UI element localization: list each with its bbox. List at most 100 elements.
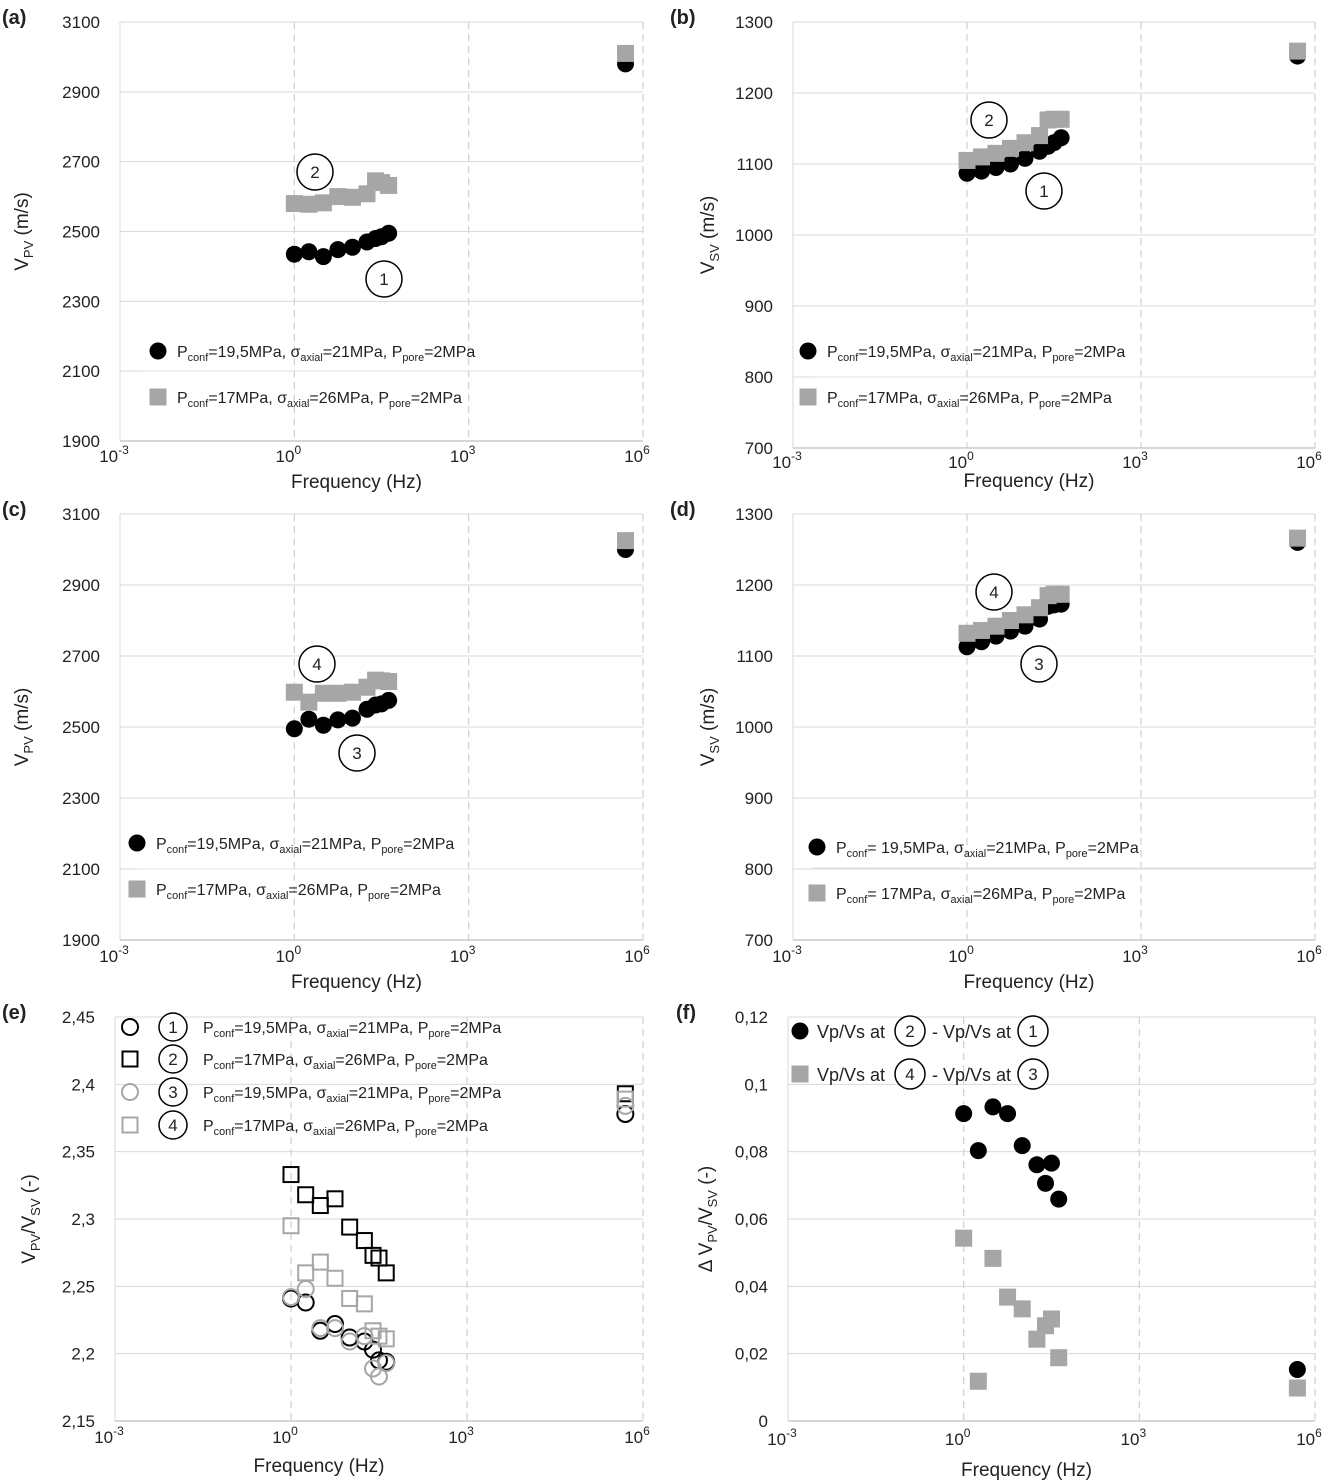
legend-marker bbox=[121, 1050, 139, 1068]
data-point bbox=[1037, 1174, 1055, 1192]
data-point bbox=[1042, 1154, 1060, 1172]
annotation-number-circle bbox=[1020, 645, 1058, 683]
data-point bbox=[314, 716, 332, 734]
legend-marker bbox=[121, 1083, 139, 1101]
x-axis-label: Frequency (Hz) bbox=[964, 471, 1095, 492]
data-point-ultrasonic bbox=[616, 1090, 634, 1108]
x-tick-label: 100 bbox=[945, 1426, 971, 1449]
data-point bbox=[973, 148, 991, 166]
data-point bbox=[1052, 585, 1070, 603]
data-point bbox=[958, 638, 976, 656]
legend-text-part-0: P bbox=[827, 344, 838, 361]
x-tick-label: 10-3 bbox=[772, 943, 802, 966]
data-point-ultrasonic bbox=[1288, 1379, 1306, 1397]
y-axis-label-part: SV bbox=[705, 1190, 720, 1208]
x-tick-exponent: 0 bbox=[967, 449, 974, 463]
data-point-ultrasonic bbox=[1289, 42, 1307, 60]
y-axis-label-part: V bbox=[19, 1251, 40, 1264]
legend-marker bbox=[128, 834, 146, 852]
x-tick-label: 106 bbox=[624, 943, 650, 966]
legend-text-part-6: =2MPa bbox=[1074, 344, 1125, 361]
y-axis-label: VPV (m/s) bbox=[12, 192, 36, 271]
x-tick-label: 100 bbox=[276, 943, 302, 966]
annotation-number-circle bbox=[298, 645, 336, 683]
data-point bbox=[1001, 139, 1019, 157]
legend-marker bbox=[121, 1018, 139, 1036]
legend-text-part-5: pore bbox=[428, 1093, 450, 1105]
x-tick-base: 10 bbox=[1296, 947, 1315, 966]
legend-marker bbox=[791, 1065, 809, 1083]
y-tick-label: 1900 bbox=[62, 931, 100, 950]
x-tick-label: 103 bbox=[450, 443, 476, 466]
data-point bbox=[326, 1269, 344, 1287]
y-tick-label: 2,15 bbox=[62, 1412, 95, 1431]
data-point bbox=[311, 1319, 330, 1338]
data-point bbox=[987, 159, 1005, 177]
legend-text-part-2: = 19,5MPa, σ bbox=[867, 840, 964, 857]
data-point bbox=[325, 1315, 344, 1334]
y-axis-label-part: /V bbox=[696, 1207, 717, 1225]
legend-text: Pconf=17MPa, σaxial=26MPa, Ppore=2MPa bbox=[203, 1118, 488, 1138]
panel-label: (f) bbox=[676, 1002, 696, 1024]
x-tick-base: 10 bbox=[1296, 453, 1315, 472]
data-point bbox=[364, 1246, 382, 1264]
legend-number-number: 1 bbox=[1028, 1022, 1037, 1041]
data-point bbox=[973, 621, 991, 639]
data-point bbox=[969, 1372, 987, 1390]
x-tick-exponent: 0 bbox=[291, 1424, 298, 1438]
x-tick-exponent: 3 bbox=[469, 943, 476, 957]
x-tick-exponent: -3 bbox=[118, 943, 129, 957]
data-point bbox=[297, 1264, 315, 1282]
panel-label: (a) bbox=[2, 7, 26, 29]
legend-text-part-3: axial bbox=[300, 352, 322, 364]
x-tick-base: 10 bbox=[448, 1428, 467, 1447]
annotation-number-number: 2 bbox=[310, 163, 319, 182]
data-point bbox=[1028, 1156, 1046, 1174]
legend-text-part-1: conf bbox=[847, 894, 869, 906]
legend-text-part-2: = 17MPa, σ bbox=[867, 886, 950, 903]
y-axis-label: VPV/VSV (-) bbox=[19, 1174, 43, 1264]
x-tick-base: 10 bbox=[1296, 1430, 1315, 1449]
y-tick-label: 1300 bbox=[735, 13, 773, 32]
x-tick-exponent: -3 bbox=[791, 449, 802, 463]
annotation-number-circle bbox=[970, 101, 1008, 139]
data-point bbox=[314, 194, 332, 212]
annotation-number-number: 4 bbox=[989, 583, 998, 602]
series-1 bbox=[958, 42, 1307, 169]
legend-text-part-0: P bbox=[203, 1052, 214, 1069]
x-tick-exponent: 0 bbox=[964, 1426, 971, 1440]
x-tick-exponent: -3 bbox=[113, 1424, 124, 1438]
data-point bbox=[340, 1332, 359, 1351]
data-point bbox=[341, 1289, 359, 1307]
y-axis-label-part: V bbox=[698, 753, 719, 766]
legend-text-part-6: =2MPa bbox=[437, 1118, 488, 1135]
legend-text-part-2: =17MPa, σ bbox=[187, 882, 266, 899]
legend-text-part-3: axial bbox=[950, 894, 972, 906]
y-tick-label: 2700 bbox=[62, 153, 100, 172]
series-1 bbox=[285, 532, 635, 711]
legend-text-part-6: =2MPa bbox=[424, 344, 475, 361]
legend-text: Pconf=19,5MPa, σaxial=21MPa, Ppore=2MPa bbox=[203, 1020, 501, 1040]
legend-text: Pconf= 19,5MPa, σaxial=21MPa, Ppore=2MPa bbox=[836, 840, 1139, 860]
x-tick-label: 10-3 bbox=[99, 943, 129, 966]
y-tick-label: 1200 bbox=[735, 84, 773, 103]
y-tick-label: 2,45 bbox=[62, 1008, 95, 1027]
x-tick-base: 10 bbox=[1122, 947, 1141, 966]
annotation-number-number: 2 bbox=[984, 111, 993, 130]
y-tick-label: 900 bbox=[745, 789, 773, 808]
legend-text-part-2: =17MPa, σ bbox=[858, 390, 937, 407]
y-tick-label: 900 bbox=[745, 297, 773, 316]
legend-text: Pconf=17MPa, σaxial=26MPa, Ppore=2MPa bbox=[156, 882, 441, 902]
data-point bbox=[300, 710, 318, 728]
legend-text: Pconf=17MPa, σaxial=26MPa, Ppore=2MPa bbox=[827, 390, 1112, 410]
annotation-number-number: 3 bbox=[352, 744, 361, 763]
x-tick-label: 100 bbox=[276, 443, 302, 466]
y-tick-label: 800 bbox=[745, 860, 773, 879]
annotation-number-number: 4 bbox=[312, 655, 321, 674]
data-point bbox=[285, 245, 303, 263]
y-tick-label: 0,08 bbox=[735, 1143, 768, 1162]
y-axis-label-part: V bbox=[12, 258, 33, 271]
series-2 bbox=[282, 1096, 635, 1386]
